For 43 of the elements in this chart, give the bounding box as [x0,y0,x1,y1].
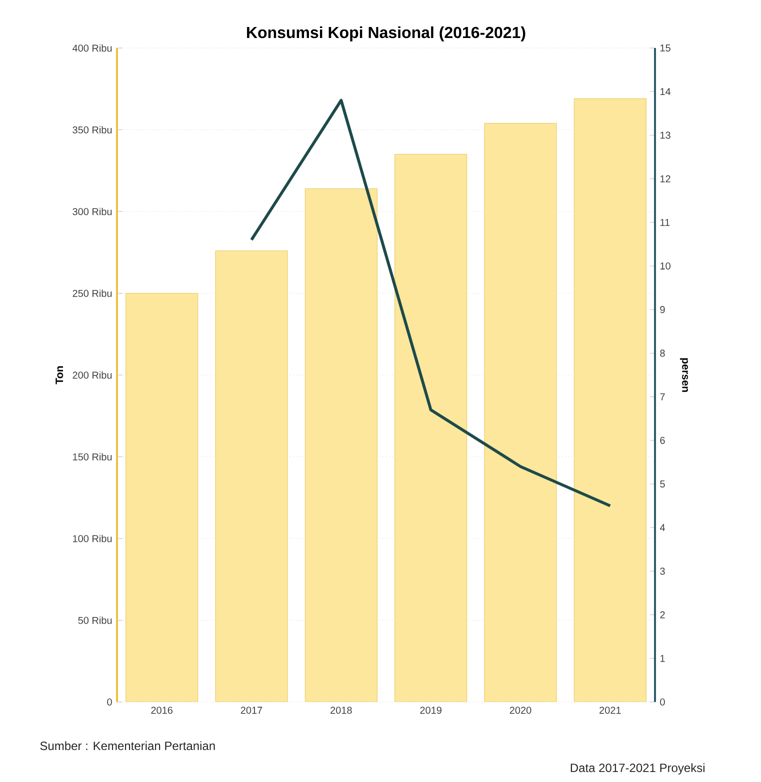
y2-tick-label: 0 [660,698,665,706]
x-tick-label: 2018 [330,706,352,714]
x-tick-label: 2019 [420,706,442,714]
y-tick-label: 0 [107,698,112,706]
y2-tick-label: 5 [660,480,665,488]
bar [574,98,646,702]
y2-tick-label: 3 [660,568,665,575]
y2-tick-label: 15 [660,44,670,52]
chart-title: Konsumsi Kopi Nasional (2016-2021) [247,26,526,42]
y2-tick-label: 7 [660,393,665,400]
y2-tick-label: 1 [660,654,665,662]
y-tick-label: 200 Ribu [72,371,112,379]
y-tick-label: 50 Ribu [78,616,112,624]
bar [215,250,288,702]
y2-tick-label: 6 [660,436,665,444]
x-tick-label: 2021 [600,706,621,714]
y-tick-label: 400 Ribu [72,44,112,52]
text: Data 2017-2021 Proyeksi [570,763,704,774]
y2-axis-title: persen [680,358,688,392]
x-tick-label: 2016 [151,706,173,714]
y2-tick-label: 8 [660,350,665,357]
y2-tick-label: 9 [660,306,665,314]
bar [305,188,378,702]
y-tick-label: 150 Ribu [73,453,112,460]
y2-tick-label: 13 [660,132,670,139]
y-tick-label: 300 Ribu [72,208,112,216]
y-axis-title: Ton [56,366,64,384]
y2-tick-label: 11 [660,218,670,226]
y2-tick-label: 14 [660,88,671,96]
line-series [250,98,612,508]
bar [484,123,556,702]
y2-tick-label: 10 [660,262,670,270]
text: Sumber : Kementerian Pertanian [40,741,215,750]
bar [126,293,198,702]
y2-tick-label: 2 [660,611,665,618]
y-tick-label: 350 Ribu [72,126,112,134]
y-tick-label: 250 Ribu [72,290,112,297]
bar [394,154,467,702]
x-tick-label: 2020 [510,706,532,714]
y2-tick-label: 12 [660,175,670,182]
y-tick-label: 100 Ribu [73,534,112,542]
y2-tick-label: 4 [660,524,665,532]
x-tick-label: 2017 [240,706,262,714]
